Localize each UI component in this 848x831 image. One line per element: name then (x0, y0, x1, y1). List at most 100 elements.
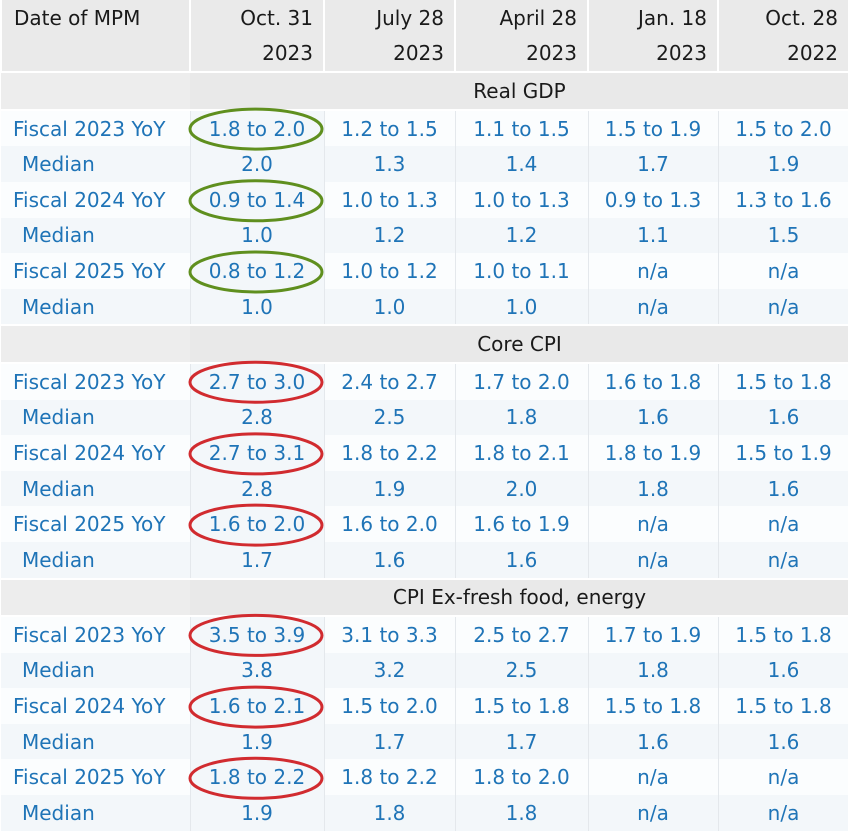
table-cell: 2.8 (190, 399, 325, 436)
row-label-median: Median (1, 652, 191, 689)
table-cell: n/a (588, 541, 719, 579)
table-cell: 1.2 to 1.5 (324, 109, 456, 147)
table-row: Fiscal 2023 YoY 2.7 to 3.0 2.4 to 2.7 1.7 t… (1, 362, 848, 400)
header-year: 2023 (454, 35, 589, 74)
section-header-blank (1, 324, 190, 364)
table-row: Fiscal 2025 YoY 0.8 to 1.2 1.0 to 1.2 1.0 t… (1, 253, 848, 289)
header-row-dates: Date of MPM Oct. 31 July 28 April 28 Jan… (0, 0, 848, 36)
table-cell: n/a (718, 288, 848, 326)
table-cell: 1.6 to 2.0 (324, 506, 456, 542)
row-label-median: Median (1, 288, 191, 326)
section-header-row: CPI Ex-fresh food, energy (1, 577, 848, 618)
header-date: Oct. 31 (189, 0, 325, 36)
table-cell: 1.5 to 1.8 (455, 688, 589, 724)
section-title: Core CPI (190, 324, 848, 364)
table-cell: 1.8 (588, 652, 719, 689)
table-row: Fiscal 2023 YoY 3.5 to 3.9 3.1 to 3.3 2.5 t… (1, 616, 848, 653)
table-cell: 1.0 to 1.3 (324, 181, 456, 218)
section-header-row: Core CPI (1, 324, 848, 364)
table-cell: 1.7 (324, 723, 456, 760)
table-cell: 1.8 (324, 795, 456, 831)
row-label-median: Median (1, 399, 191, 436)
row-label-forecast: Fiscal 2025 YoY (1, 506, 191, 542)
table-cell: 1.6 (324, 541, 456, 579)
row-label-median: Median (1, 723, 191, 760)
table-cell: 1.6 (455, 541, 589, 579)
table-row: Median 1.0 1.0 1.0 n/a n/a (1, 288, 848, 326)
table-cell: n/a (588, 795, 719, 831)
table-cell: 2.4 to 2.7 (324, 362, 456, 400)
table-row: Median 3.8 3.2 2.5 1.8 1.6 (1, 652, 848, 689)
table-cell: 2.7 to 3.1 (190, 435, 325, 471)
table-cell: 1.0 to 1.1 (455, 253, 589, 289)
table-cell: 1.6 (718, 723, 848, 760)
table-row: Median 1.0 1.2 1.2 1.1 1.5 (1, 217, 848, 254)
table-cell: 1.8 to 2.0 (455, 759, 589, 796)
table-cell: 1.8 to 2.0 (190, 109, 325, 147)
table-cell: 1.3 (324, 146, 456, 182)
table-cell: 1.0 (324, 288, 456, 326)
table-cell: n/a (588, 506, 719, 542)
row-label-median: Median (1, 217, 191, 254)
table-cell: 1.7 (588, 146, 719, 182)
table-cell: n/a (588, 253, 719, 289)
table-cell: 1.1 (588, 217, 719, 254)
table-cell: n/a (718, 541, 848, 579)
table-cell: 3.2 (324, 652, 456, 689)
table-cell: n/a (588, 288, 719, 326)
table-cell: 2.5 (324, 399, 456, 436)
table-cell: n/a (588, 759, 719, 796)
header-year: 2023 (587, 35, 719, 74)
table-cell: 1.5 to 1.9 (718, 435, 848, 471)
table-cell: 3.1 to 3.3 (324, 616, 456, 653)
table-cell: 1.6 (718, 399, 848, 436)
table-cell: 1.5 to 2.0 (718, 109, 848, 147)
table-cell: 2.5 (455, 652, 589, 689)
section-title: CPI Ex-fresh food, energy (190, 577, 848, 618)
table-cell: 3.8 (190, 652, 325, 689)
row-label-median: Median (1, 146, 191, 182)
row-label-forecast: Fiscal 2024 YoY (1, 688, 191, 724)
row-label-median: Median (1, 470, 191, 507)
table-cell: 2.0 (190, 146, 325, 182)
table-cell: 1.6 to 2.0 (190, 506, 325, 542)
row-label-forecast: Fiscal 2023 YoY (1, 616, 191, 653)
table-cell: 1.8 (455, 399, 589, 436)
header-date: April 28 (454, 0, 589, 36)
header-date: July 28 (323, 0, 456, 36)
table-cell: 1.6 (588, 723, 719, 760)
table-cell: 1.5 to 1.9 (588, 109, 719, 147)
table-cell: 1.3 to 1.6 (718, 181, 848, 218)
header-row-years: 2023 2023 2023 2023 2022 (0, 35, 848, 74)
table-cell: 1.7 to 2.0 (455, 362, 589, 400)
row-label-forecast: Fiscal 2024 YoY (1, 435, 191, 471)
table-row: Fiscal 2025 YoY 1.8 to 2.2 1.8 to 2.2 1.8 t… (1, 759, 848, 796)
table-cell: 1.8 (455, 795, 589, 831)
section-header-blank (1, 577, 190, 618)
section-header-row: Real GDP (1, 71, 848, 111)
table-cell: 2.7 to 3.0 (190, 362, 325, 400)
table-cell: 1.2 (324, 217, 456, 254)
table-cell: 1.4 (455, 146, 589, 182)
table-cell: 2.8 (190, 470, 325, 507)
row-label-forecast: Fiscal 2023 YoY (1, 362, 191, 400)
table-cell: 1.8 to 1.9 (588, 435, 719, 471)
table-cell: 1.8 to 2.2 (190, 759, 325, 796)
table-cell: 1.9 (324, 470, 456, 507)
header-label: Date of MPM (0, 0, 191, 36)
table-cell: 1.5 to 1.8 (718, 616, 848, 653)
row-label-forecast: Fiscal 2024 YoY (1, 181, 191, 218)
table-cell: 1.1 to 1.5 (455, 109, 589, 147)
table-cell: 1.9 (718, 146, 848, 182)
table-cell: n/a (718, 253, 848, 289)
table-cell: 1.6 to 2.1 (190, 688, 325, 724)
table-cell: 1.5 to 1.8 (718, 362, 848, 400)
header-year: 2023 (189, 35, 325, 74)
table-cell: n/a (718, 506, 848, 542)
table-cell: 1.5 to 2.0 (324, 688, 456, 724)
section-title: Real GDP (190, 71, 848, 111)
table-cell: 1.8 to 2.2 (324, 435, 456, 471)
table-cell: 1.6 to 1.8 (588, 362, 719, 400)
table-cell: 1.7 (455, 723, 589, 760)
